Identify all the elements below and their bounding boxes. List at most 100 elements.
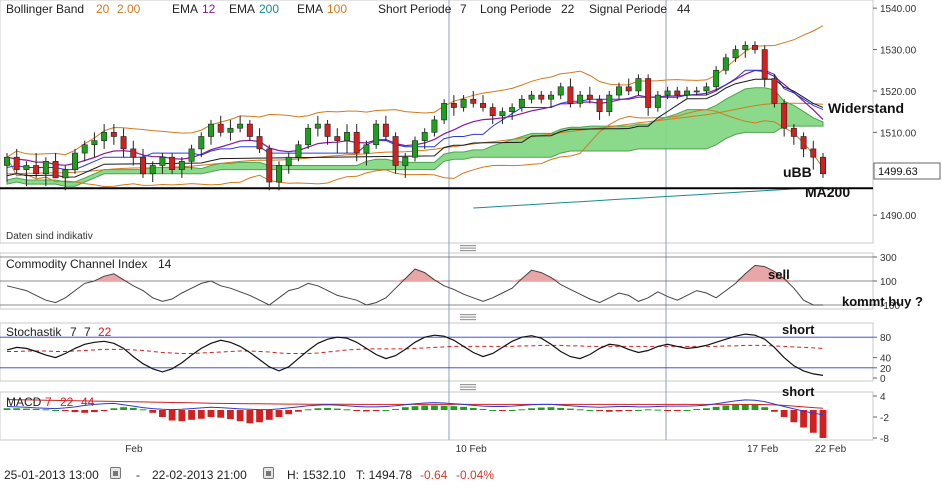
cci-line: [6, 264, 823, 306]
ichimoku-cloud: [6, 87, 824, 187]
macd-histogram-bar: [586, 410, 594, 411]
macd-title: MACD: [6, 395, 42, 409]
candle-down: [33, 153, 40, 178]
last-price-box: 1499.63: [873, 162, 941, 180]
price-tick-label: 1540.00: [880, 4, 917, 15]
macd-histogram-bar: [401, 407, 409, 410]
candle-up: [654, 90, 661, 112]
candle-up: [276, 161, 282, 191]
candle-up: [62, 165, 69, 191]
week-separators: [448, 0, 667, 440]
annotation-ubb: uBB: [783, 164, 812, 180]
candle-up: [188, 144, 195, 170]
candle-up: [616, 82, 622, 100]
macd-histogram-bar: [91, 410, 98, 413]
stochastic-param-d: 7: [84, 325, 91, 339]
candle-body: [713, 69, 720, 88]
macd-histogram-bar: [139, 409, 147, 411]
legend-ema12-label: EMA: [172, 2, 198, 16]
candle-body: [208, 123, 214, 137]
candle-body: [402, 156, 409, 166]
stochastic-param-k: 7: [70, 325, 77, 339]
macd-histogram-bar: [149, 410, 157, 413]
candle-up: [344, 124, 350, 154]
range-end: 22-02-2013 21:00: [152, 468, 247, 482]
candle-body: [353, 132, 360, 154]
stochastic-tick-label: 0: [880, 374, 886, 385]
change-value: -0.64: [420, 468, 448, 482]
macd-histogram-bar: [71, 410, 79, 413]
candle-body: [52, 161, 59, 179]
macd-histogram-bar: [625, 410, 633, 411]
candle-down: [538, 90, 545, 104]
cci-title: Commodity Channel Index: [6, 257, 147, 271]
candle-up: [208, 119, 214, 145]
legend-signal-label: Signal Periode: [589, 2, 667, 16]
candle-down: [596, 95, 603, 120]
bollinger-upper-line: [6, 25, 824, 158]
candle-body: [635, 78, 642, 92]
calendar-end-icon[interactable]: [263, 467, 274, 479]
candle-down: [110, 124, 117, 145]
candle-down: [246, 119, 253, 141]
legend-short-label: Short Periode: [378, 2, 452, 16]
legend-ema100-label: EMA: [297, 2, 323, 16]
annotation-short-macd: short: [782, 384, 815, 399]
candle-body: [169, 156, 176, 170]
candle-up: [305, 124, 312, 149]
macd-histogram-bar: [528, 408, 535, 410]
macd-histogram-bar: [61, 410, 69, 412]
candle-body: [645, 78, 652, 108]
candle-body: [382, 123, 389, 137]
stochastic-tick-label: 80: [880, 333, 892, 344]
panel-divider-handles[interactable]: [460, 245, 476, 391]
candle-up: [42, 157, 49, 187]
candle-body: [441, 103, 448, 121]
candle-up: [713, 66, 720, 91]
candle-down: [256, 128, 263, 154]
macd-histogram-bar: [295, 410, 302, 412]
annotation-widerstand: Widerstand: [828, 100, 904, 116]
candle-body: [285, 156, 292, 166]
candle-down: [392, 132, 399, 174]
candle-body: [431, 119, 438, 133]
stochastic-panel: [0, 322, 874, 382]
candle-body: [324, 123, 331, 137]
macd-histogram-bar: [421, 405, 429, 410]
bollinger-lower-line: [6, 108, 824, 188]
candle-up: [314, 115, 321, 137]
candle-body: [616, 86, 622, 96]
cci-tick-label: 300: [880, 253, 897, 264]
macd-histogram-bar: [285, 410, 293, 415]
legend-bb-label: Bollinger Band: [6, 2, 84, 16]
macd-histogram-bar: [217, 410, 225, 418]
indicative-notice: Daten sind indikativ: [6, 231, 93, 242]
macd-histogram-bar: [722, 405, 730, 410]
candle-body: [314, 123, 321, 129]
macd-histogram-bar: [3, 408, 11, 410]
candle-body: [596, 98, 603, 112]
range-start: 25-01-2013 13:00: [4, 468, 99, 482]
macd-histogram-bar: [110, 408, 118, 410]
candle-down: [771, 74, 778, 108]
candle-up: [81, 140, 88, 162]
candle-body: [140, 156, 146, 175]
candle-body: [42, 161, 49, 175]
candle-body: [606, 94, 613, 112]
macd-histogram-bar: [32, 408, 40, 410]
macd-histogram-bar: [265, 410, 273, 420]
candle-up: [509, 103, 516, 120]
macd-histogram-bar: [557, 407, 565, 410]
candle-up: [4, 153, 10, 183]
candle-up: [742, 41, 749, 58]
candle-up: [198, 132, 205, 158]
calendar-start-icon[interactable]: [110, 467, 121, 479]
candle-down: [13, 148, 20, 174]
macd-histogram-bar: [431, 405, 438, 410]
candle-body: [470, 98, 477, 104]
macd-histogram-bar: [392, 408, 399, 410]
cci-param: 14: [158, 257, 172, 271]
candle-body: [810, 148, 817, 158]
legend-signal-value: 44: [677, 2, 691, 16]
